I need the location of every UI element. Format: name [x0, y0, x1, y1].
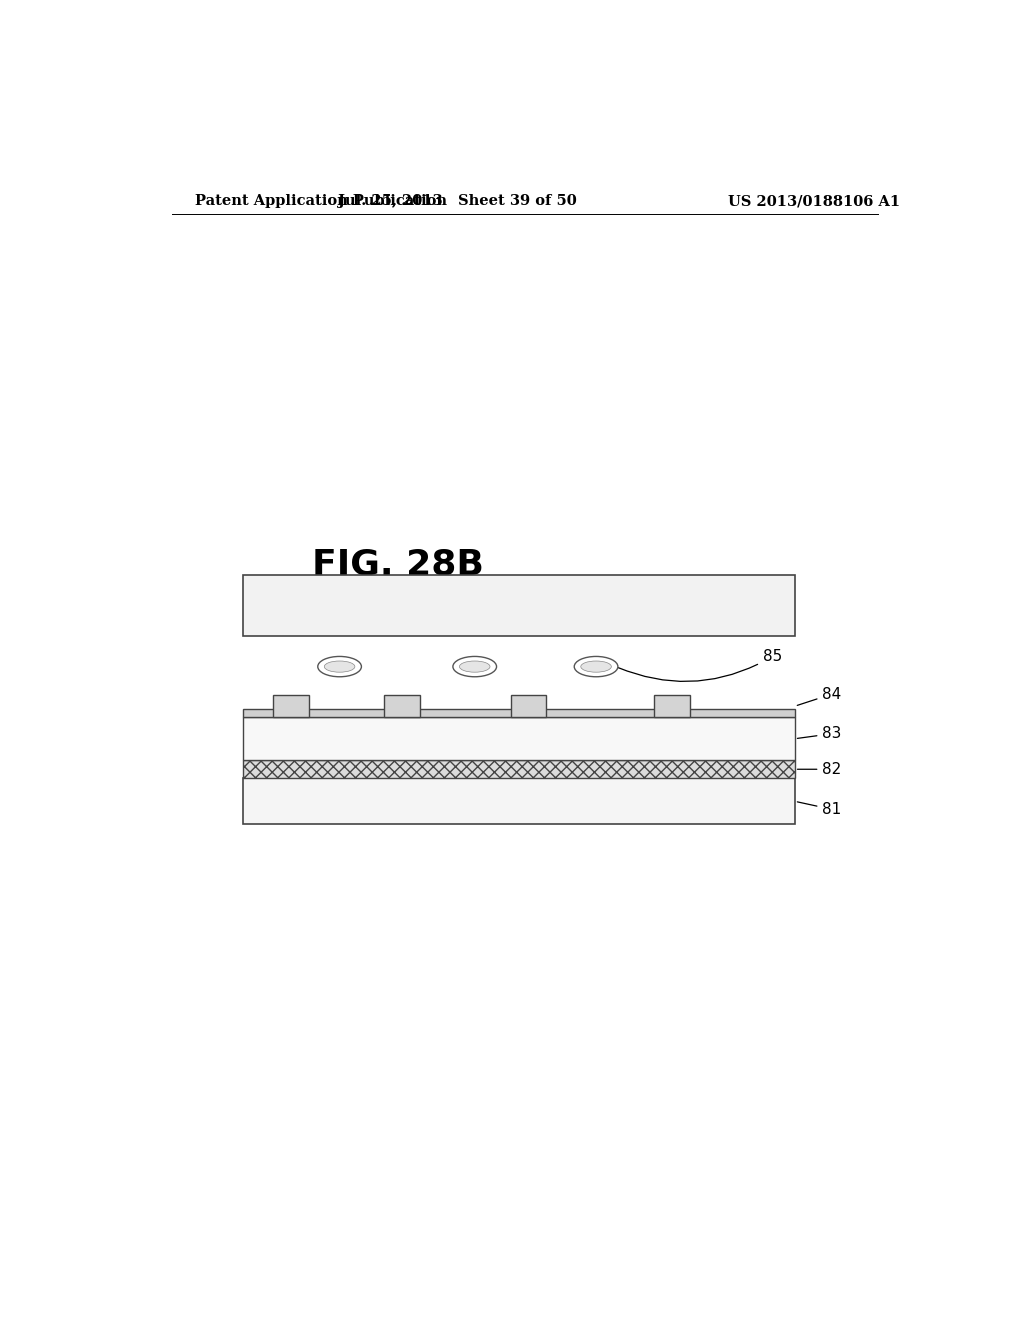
Text: FIG. 28B: FIG. 28B: [312, 548, 483, 582]
Bar: [654, 696, 690, 718]
Text: 84: 84: [798, 686, 842, 705]
Bar: [243, 718, 795, 760]
Text: 85: 85: [618, 649, 782, 681]
Bar: [384, 696, 420, 718]
Ellipse shape: [325, 661, 355, 672]
Bar: [243, 709, 795, 718]
Text: 82: 82: [798, 762, 842, 776]
Text: 81: 81: [798, 801, 842, 817]
Text: Patent Application Publication: Patent Application Publication: [196, 194, 447, 209]
Ellipse shape: [453, 656, 497, 677]
Text: US 2013/0188106 A1: US 2013/0188106 A1: [728, 194, 900, 209]
Bar: [243, 779, 795, 824]
Ellipse shape: [460, 661, 490, 672]
Bar: [243, 760, 795, 779]
Ellipse shape: [574, 656, 617, 677]
Bar: [243, 576, 795, 636]
Ellipse shape: [317, 656, 361, 677]
Ellipse shape: [581, 661, 611, 672]
Text: Jul. 25, 2013   Sheet 39 of 50: Jul. 25, 2013 Sheet 39 of 50: [338, 194, 577, 209]
Bar: [511, 696, 547, 718]
Bar: [273, 696, 309, 718]
Text: 83: 83: [798, 726, 842, 742]
